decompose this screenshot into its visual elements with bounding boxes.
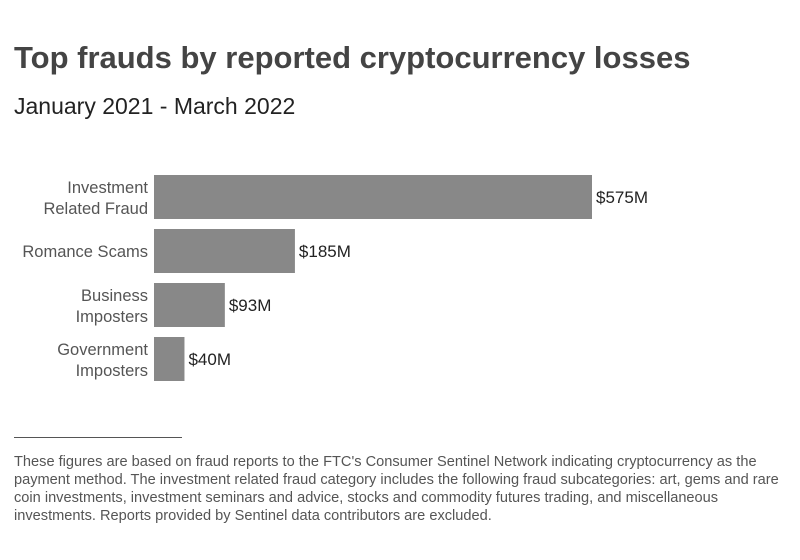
data-label: $93M [229, 296, 272, 315]
data-label: $575M [596, 188, 648, 207]
category-label: Imposters [76, 308, 148, 326]
bar-chart: $575M Investment Related Fraud $185M Romance… [22, 175, 648, 381]
bar [154, 175, 592, 219]
data-label: $185M [299, 242, 351, 261]
category-label: Romance Scams [22, 243, 148, 261]
category-label: Investment [67, 179, 148, 197]
category-label: Government [57, 341, 148, 359]
footnote-divider [14, 437, 182, 438]
chart-title: Top frauds by reported cryptocurrency lo… [14, 40, 691, 75]
category-label: Imposters [76, 362, 148, 380]
footnote: These figures are based on fraud reports… [14, 454, 779, 524]
category-label: Business [81, 287, 148, 305]
chart-subtitle: January 2021 - March 2022 [14, 93, 296, 119]
bar [154, 283, 225, 327]
bar [154, 337, 185, 381]
bar [154, 229, 295, 273]
category-label: Related Fraud [43, 200, 148, 218]
data-label: $40M [188, 350, 231, 369]
